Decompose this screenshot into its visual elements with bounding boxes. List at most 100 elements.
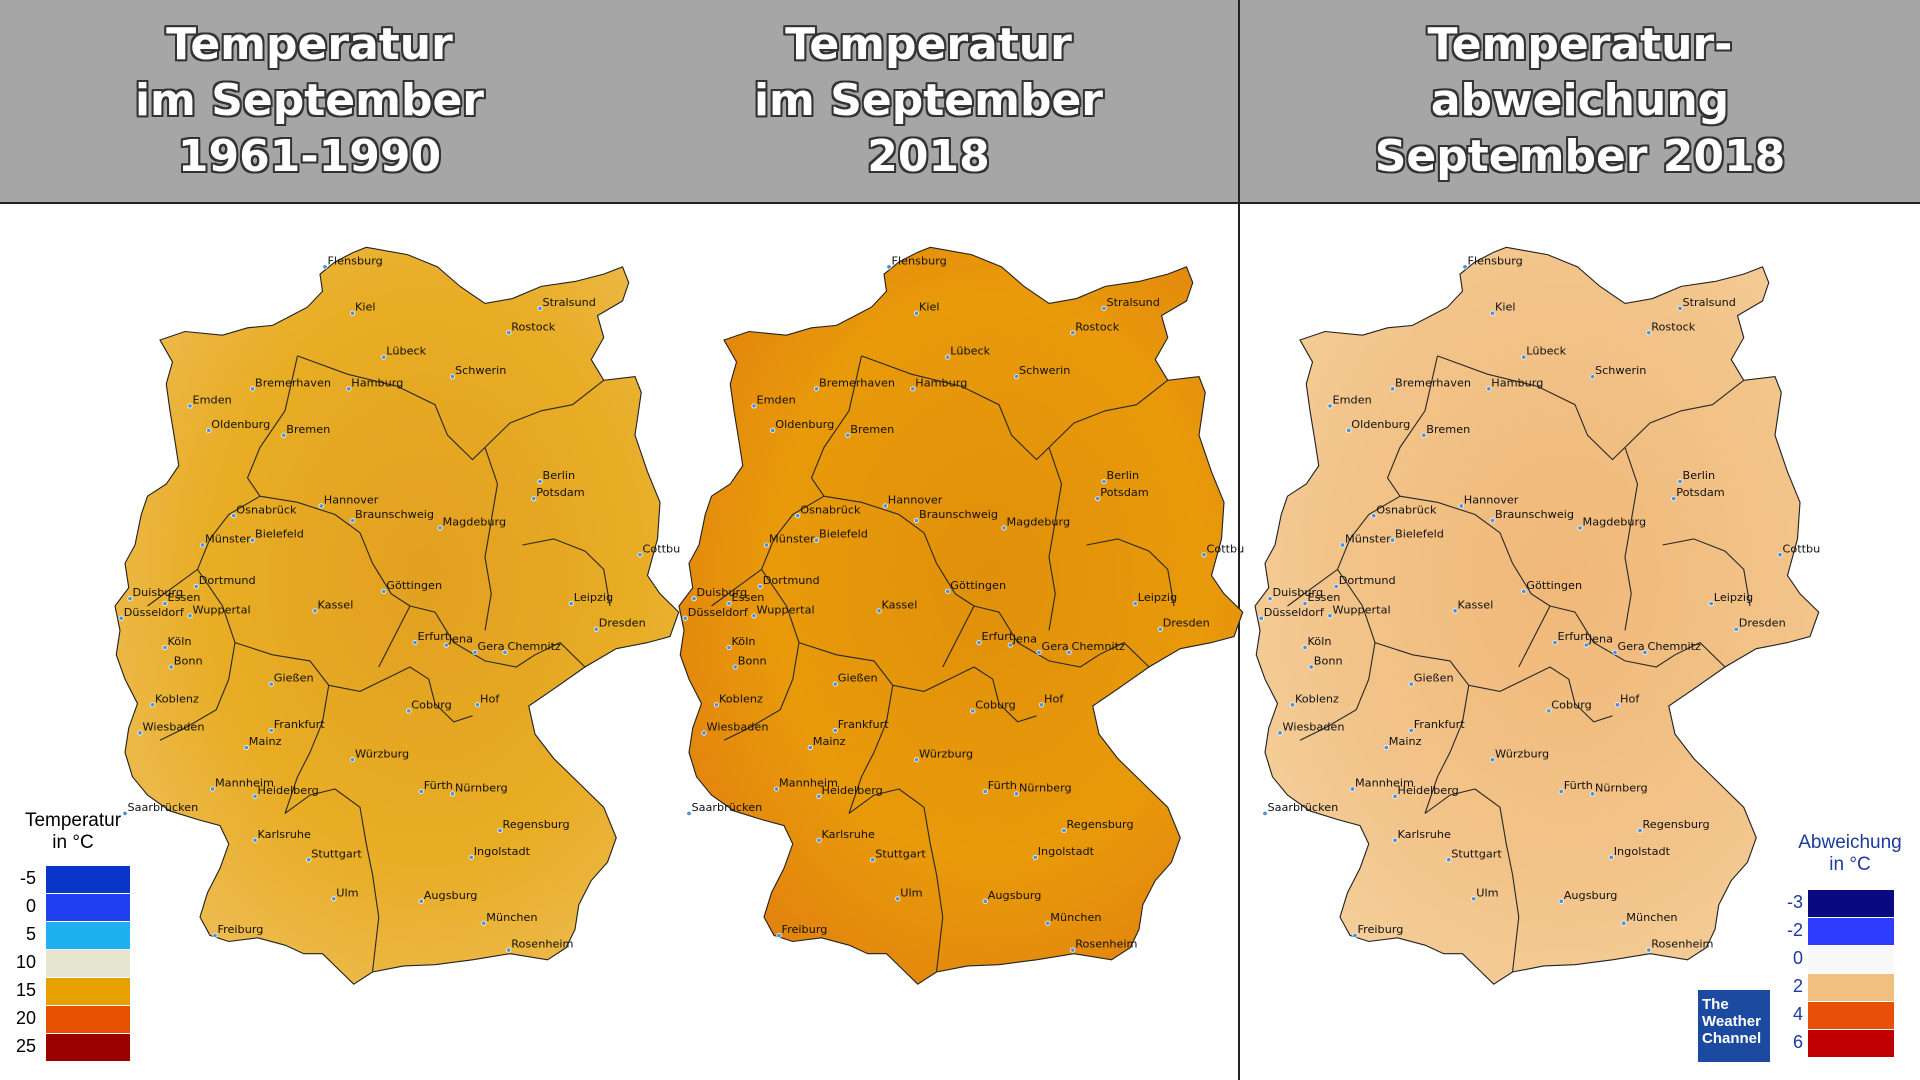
city-label: Rosenheim xyxy=(1651,938,1713,951)
city-label: Duisburg xyxy=(697,586,748,599)
city-label: Karlsruhe xyxy=(258,828,312,841)
state-border xyxy=(484,447,499,631)
city-label: Oldenburg xyxy=(1351,418,1410,431)
state-border xyxy=(1624,379,1745,448)
city-marker xyxy=(1352,932,1358,938)
city-marker xyxy=(1308,664,1314,670)
city-marker xyxy=(1421,432,1427,438)
city-marker xyxy=(412,640,418,646)
city-marker xyxy=(776,932,782,938)
city-marker xyxy=(1642,649,1648,655)
city-label: Ingolstadt xyxy=(474,845,531,858)
city-marker xyxy=(832,681,838,687)
state-border xyxy=(1437,355,1626,461)
legend-label: 6 xyxy=(1792,1032,1803,1052)
city-label: Oldenburg xyxy=(211,418,270,431)
city-marker xyxy=(1708,600,1714,607)
city-label: Potsdam xyxy=(536,486,585,499)
city-label: Wiesbaden xyxy=(1283,721,1345,734)
city-label: Osnabrück xyxy=(1376,503,1437,516)
city-label: Fürth xyxy=(1564,779,1593,792)
city-label: Rostock xyxy=(1075,320,1120,333)
city-marker xyxy=(381,354,387,360)
city-label: Bielefeld xyxy=(819,528,868,541)
city-label: Hof xyxy=(1620,693,1640,706)
city-label: Bonn xyxy=(1314,655,1343,668)
city-label: Koblenz xyxy=(719,693,763,706)
city-marker xyxy=(243,744,249,751)
city-label: Jena xyxy=(1012,633,1037,646)
city-label: Lübeck xyxy=(386,345,427,358)
city-label: Duisburg xyxy=(133,586,184,599)
city-marker xyxy=(1614,702,1621,708)
city-marker xyxy=(1007,642,1013,648)
city-marker xyxy=(1201,552,1207,558)
city-label: Augsburg xyxy=(424,889,478,902)
city-label: Augsburg xyxy=(988,889,1042,902)
city-marker xyxy=(1677,478,1683,485)
city-label: Kassel xyxy=(318,599,354,612)
city-marker xyxy=(406,708,412,714)
city-marker xyxy=(1101,478,1107,485)
city-label: Chemnitz xyxy=(1072,640,1126,653)
city-marker xyxy=(1267,596,1273,602)
city-label: Chemnitz xyxy=(1648,640,1702,653)
city-label: Heidelberg xyxy=(822,784,883,797)
legend-label: 2 xyxy=(1792,976,1803,996)
city-label: Dortmund xyxy=(763,574,820,587)
city-marker xyxy=(1777,552,1783,558)
state-border xyxy=(1048,379,1169,448)
city-marker xyxy=(870,857,876,863)
city-label: Bremen xyxy=(1426,423,1470,436)
city-label: Mainz xyxy=(813,735,846,748)
city-label: München xyxy=(486,911,537,924)
city-label: Mannheim xyxy=(779,777,838,790)
legend-swatch xyxy=(1808,946,1894,973)
title-1961-1990: Temperatur im September 1961-1990 xyxy=(134,19,485,182)
city-label: Saarbrücken xyxy=(128,801,199,814)
state-border xyxy=(798,642,894,814)
state-border xyxy=(848,788,944,973)
city-marker xyxy=(1589,374,1596,380)
city-label: Dortmund xyxy=(1339,574,1396,587)
state-border xyxy=(159,569,236,741)
city-label: Münster xyxy=(205,533,251,546)
city-label: Kiel xyxy=(919,301,940,314)
city-marker xyxy=(726,644,732,651)
city-label: München xyxy=(1626,911,1677,924)
legend-label: 0 xyxy=(25,896,36,916)
header-left: Temperatur im September 1961-1990 Temper… xyxy=(0,0,1238,202)
city-label: Braunschweig xyxy=(919,508,998,521)
city-marker xyxy=(1677,305,1683,311)
city-label: Stuttgart xyxy=(875,847,926,860)
state-border xyxy=(942,605,975,668)
city-marker xyxy=(770,427,776,433)
city-label: Bielefeld xyxy=(255,528,304,541)
city-marker xyxy=(1389,386,1396,392)
city-marker xyxy=(1013,791,1020,797)
city-marker xyxy=(506,330,512,336)
city-label: Erfurt xyxy=(417,630,449,643)
city-label: Düsseldorf xyxy=(688,606,749,619)
city-marker xyxy=(816,793,822,799)
city-marker xyxy=(1349,786,1356,792)
city-label: Dortmund xyxy=(199,574,256,587)
city-marker xyxy=(252,837,258,843)
city-marker xyxy=(481,920,487,926)
city-marker xyxy=(1070,947,1076,953)
city-label: Schwerin xyxy=(1595,364,1646,377)
legend-swatch xyxy=(46,922,130,949)
city-marker xyxy=(449,374,456,380)
city-label: Braunschweig xyxy=(1495,508,1574,521)
city-label: Flensburg xyxy=(1468,255,1523,268)
city-marker xyxy=(497,827,503,834)
city-label: Bremerhaven xyxy=(819,377,895,390)
legend-swatch xyxy=(1808,1030,1894,1057)
city-label: Freiburg xyxy=(782,923,828,936)
city-marker xyxy=(1032,854,1038,860)
city-marker xyxy=(593,626,599,632)
city-label: Freiburg xyxy=(218,923,264,936)
city-label: Essen xyxy=(1308,591,1341,604)
city-marker xyxy=(1546,708,1552,714)
city-marker xyxy=(118,615,124,621)
